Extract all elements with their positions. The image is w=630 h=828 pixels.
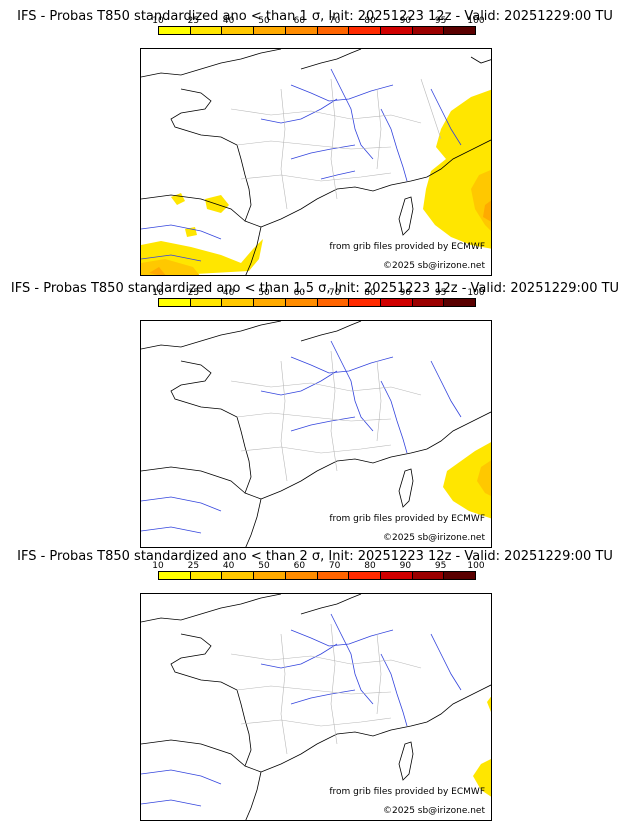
colorbar-swatch [190, 27, 223, 34]
rivers [141, 613, 462, 807]
colorbar-swatch [254, 299, 286, 306]
colorbar-tick-label: 80 [364, 288, 376, 298]
colorbar-tick-label: 100 [467, 561, 485, 571]
copyright-credit: ©2025 sb@irizone.net [383, 533, 485, 543]
colorbar-tick-label: 60 [293, 561, 306, 571]
colorbar-ticks: 10 25 40 50 60 70 80 90 95 100 [152, 288, 484, 298]
map-panel-3: IFS - Probas T850 standardized ano < tha… [0, 545, 630, 821]
colorbar-swatch [412, 572, 445, 579]
colorbar-tick-label: 25 [187, 561, 200, 571]
colorbar-swatch [349, 299, 381, 306]
colorbar-tick-label: 70 [328, 561, 341, 571]
colorbar-tick-label: 80 [364, 561, 376, 571]
copyright-credit: ©2025 sb@irizone.net [383, 261, 485, 271]
map-panel-1: IFS - Probas T850 standardized ano < tha… [0, 0, 630, 276]
colorbar-swatch [159, 299, 191, 306]
colorbar-swatch [349, 572, 381, 579]
data-source-credit: from grib files provided by ECMWF [329, 787, 485, 797]
colorbar-swatch [254, 572, 286, 579]
rivers [141, 340, 462, 534]
colorbar-tick-label: 40 [222, 288, 235, 298]
colorbar-tick-label: 10 [152, 16, 164, 26]
colorbar-tick-label: 50 [258, 561, 270, 571]
colorbar-swatch [190, 572, 223, 579]
colorbar-swatch [190, 299, 223, 306]
colorbar-swatch [317, 27, 350, 34]
colorbar-swatch [317, 299, 350, 306]
colorbar-tick-label: 40 [222, 16, 235, 26]
colorbar-tick-label: 100 [467, 16, 485, 26]
colorbar-swatch [159, 572, 191, 579]
colorbar-swatch [222, 299, 255, 306]
colorbar-swatch [444, 572, 476, 579]
colorbar-tick-label: 95 [434, 561, 447, 571]
probability-map: from grib files provided by ECMWF ©2025 … [140, 320, 492, 548]
colorbar-swatch [380, 299, 413, 306]
colorbar-swatch [412, 299, 445, 306]
colorbar [158, 571, 476, 580]
colorbar [158, 298, 476, 307]
coastline [141, 594, 491, 820]
colorbar-ticks: 10 25 40 50 60 70 80 90 95 100 [152, 16, 484, 26]
colorbar-tick-label: 70 [328, 288, 341, 298]
coastline [141, 321, 491, 547]
map-canvas [141, 49, 491, 275]
colorbar-swatch [380, 572, 413, 579]
colorbar-tick-label: 25 [187, 288, 200, 298]
probability-map: from grib files provided by ECMWF ©2025 … [140, 593, 492, 821]
probability-map: from grib files provided by ECMWF ©2025 … [140, 48, 492, 276]
colorbar-swatch [159, 27, 191, 34]
colorbar-tick-label: 50 [258, 288, 270, 298]
map-canvas [141, 321, 491, 547]
colorbar-swatch [222, 27, 255, 34]
data-source-credit: from grib files provided by ECMWF [329, 242, 485, 252]
colorbar-swatch [254, 27, 286, 34]
colorbar-tick-label: 95 [434, 16, 447, 26]
probability-shading [473, 696, 491, 797]
colorbar [158, 26, 476, 35]
map-canvas [141, 594, 491, 820]
colorbar-tick-label: 90 [399, 16, 412, 26]
colorbar-tick-label: 10 [152, 288, 164, 298]
colorbar-swatch [285, 299, 318, 306]
map-panel-2: IFS - Probas T850 standardized ano < tha… [0, 272, 630, 548]
coastline [141, 49, 491, 275]
colorbar-tick-label: 60 [293, 288, 306, 298]
colorbar-tick-label: 80 [364, 16, 376, 26]
colorbar-tick-label: 100 [467, 288, 485, 298]
colorbar-swatch [349, 27, 381, 34]
colorbar-swatch [412, 27, 445, 34]
probability-shading [443, 442, 491, 519]
colorbar-ticks: 10 25 40 50 60 70 80 90 95 100 [152, 561, 484, 571]
panel-title: IFS - Probas T850 standardized ano < tha… [17, 9, 613, 24]
colorbar-swatch [222, 572, 255, 579]
colorbar-swatch [285, 572, 318, 579]
colorbar-tick-label: 95 [434, 288, 447, 298]
colorbar-tick-label: 50 [258, 16, 270, 26]
data-source-credit: from grib files provided by ECMWF [329, 514, 485, 524]
colorbar-swatch [285, 27, 318, 34]
panel-title: IFS - Probas T850 standardized ano < tha… [10, 281, 620, 296]
colorbar-tick-label: 70 [328, 16, 341, 26]
colorbar-swatch [380, 27, 413, 34]
colorbar-swatch [444, 299, 476, 306]
colorbar-swatch [444, 27, 476, 34]
panel-title: IFS - Probas T850 standardized ano < tha… [17, 549, 613, 564]
colorbar-tick-label: 60 [293, 16, 306, 26]
colorbar-tick-label: 10 [152, 561, 164, 571]
region-borders [230, 623, 422, 755]
colorbar-tick-label: 40 [222, 561, 235, 571]
colorbar-tick-label: 90 [399, 288, 412, 298]
colorbar-tick-label: 90 [399, 561, 412, 571]
colorbar-swatch [317, 572, 350, 579]
region-borders [230, 78, 442, 210]
colorbar-tick-label: 25 [187, 16, 200, 26]
region-borders [230, 350, 422, 482]
copyright-credit: ©2025 sb@irizone.net [383, 806, 485, 816]
